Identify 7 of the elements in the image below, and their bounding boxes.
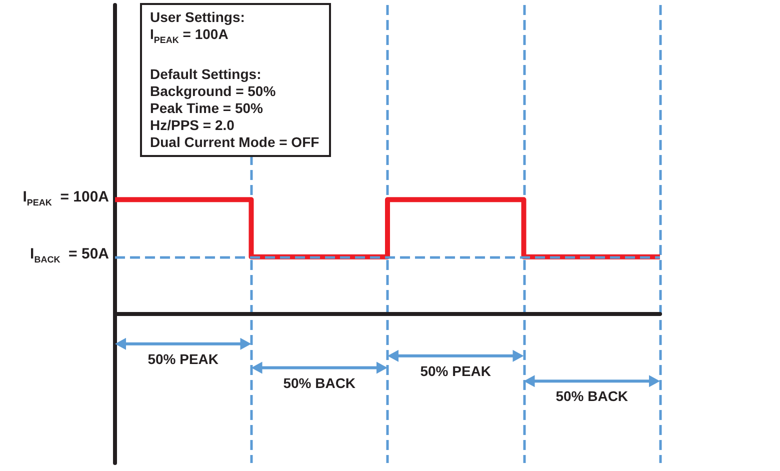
text: 50% BACK — [283, 374, 356, 391]
text: User Settings: I$_{PEAK}$ = 100A Default Settings: Background = 50% Peak Time = 50% Hz/PPS = 2.0 Dual Current Mode = OFF — [150, 9, 320, 150]
text: 50% PEAK — [148, 350, 219, 367]
series-label: I$_{PEAK}$ = 100A — [22, 188, 109, 210]
ref-line-label: I$_{BACK}$ = 50A — [30, 245, 109, 266]
text: 50% PEAK — [420, 362, 492, 379]
text: 50% BACK — [556, 388, 628, 404]
